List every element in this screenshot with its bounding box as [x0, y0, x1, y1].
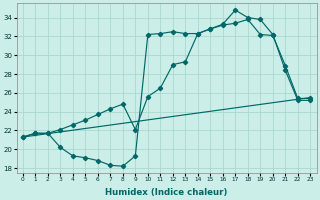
- X-axis label: Humidex (Indice chaleur): Humidex (Indice chaleur): [105, 188, 228, 197]
